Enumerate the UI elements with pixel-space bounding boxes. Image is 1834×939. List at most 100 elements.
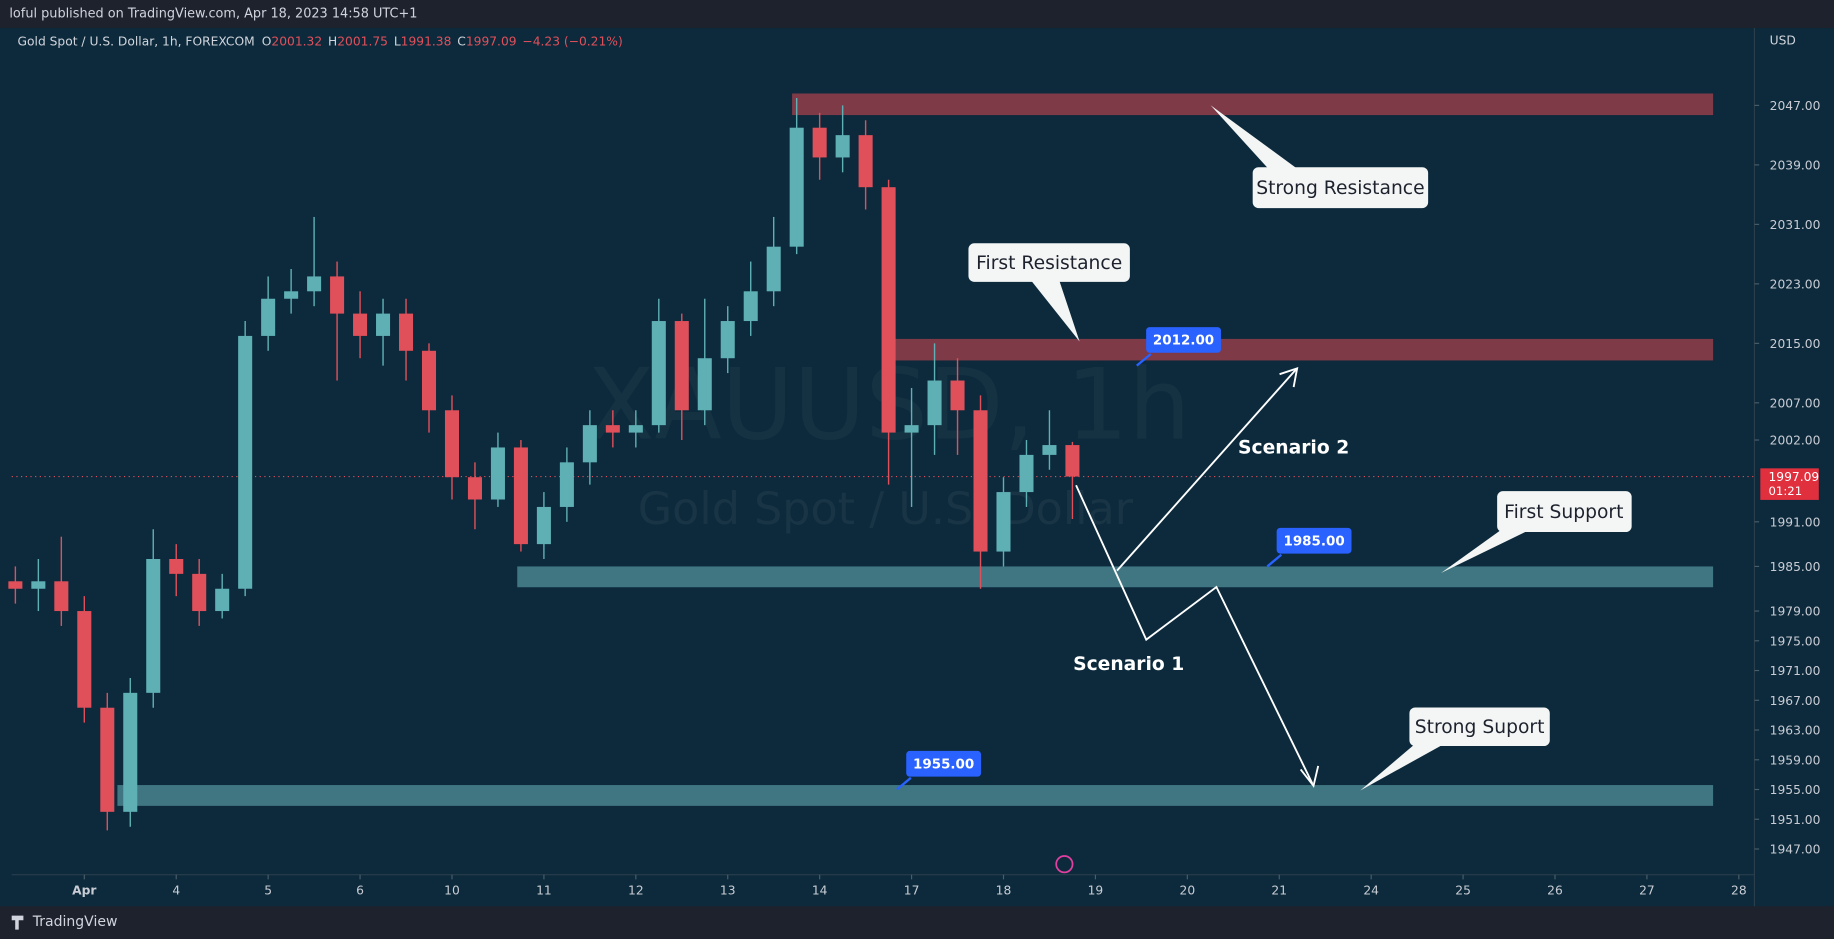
candle-body <box>8 581 23 589</box>
candle-body <box>376 313 391 336</box>
price-tag-text: 1955.00 <box>913 757 974 772</box>
candle-body <box>674 321 689 411</box>
candle-body <box>123 692 138 812</box>
candle-body <box>605 425 620 433</box>
callout-text: Strong Resistance <box>1256 178 1424 199</box>
ohlc-label: L <box>394 35 401 49</box>
ohlc-label: O <box>262 35 272 49</box>
y-tick-label: 2023.00 <box>1770 278 1821 292</box>
candle-body <box>100 707 115 812</box>
x-tick-label: 24 <box>1363 884 1379 898</box>
candle-body <box>628 425 643 433</box>
candle-body <box>261 298 276 336</box>
price-tag-leader <box>1136 353 1152 367</box>
y-tick-label: 1985.00 <box>1770 560 1821 574</box>
candle-body <box>697 358 712 411</box>
x-tick-label: 20 <box>1180 884 1196 898</box>
event-icon[interactable] <box>1055 855 1074 874</box>
candle-body <box>743 291 758 322</box>
x-tick-label: 4 <box>172 884 180 898</box>
x-tick-label: 6 <box>356 884 364 898</box>
price-tag-leader <box>1266 553 1283 568</box>
ohlc-value: 2001.32 <box>271 35 322 49</box>
candle-body <box>950 380 965 411</box>
arrow-head <box>1279 366 1299 388</box>
y-tick-label: 1955.00 <box>1770 783 1821 797</box>
candle-body <box>881 187 896 433</box>
candle-body <box>858 135 873 188</box>
candle-body <box>789 127 804 247</box>
y-tick-label: 2002.00 <box>1770 434 1821 448</box>
x-tick-label: 21 <box>1271 884 1287 898</box>
candle-body <box>927 380 942 426</box>
y-tick-label: 1975.00 <box>1770 634 1821 648</box>
x-tick-label: 10 <box>444 884 460 898</box>
ohlc-label: C <box>457 35 466 49</box>
candle-body <box>444 410 460 478</box>
candle-body <box>996 492 1011 552</box>
price-tag <box>1146 327 1221 353</box>
candle-body <box>146 558 161 693</box>
ohlc-value: 2001.75 <box>337 35 388 49</box>
y-tick-label: 1991.00 <box>1770 515 1821 529</box>
scenario-label: Scenario 1 <box>1073 654 1184 675</box>
zone <box>517 566 1714 588</box>
brand: TradingView <box>32 914 118 930</box>
candle-body <box>215 588 230 612</box>
last-price-box <box>1760 468 1819 500</box>
zone <box>792 93 1714 116</box>
y-tick-label: 1967.00 <box>1770 694 1821 708</box>
x-tick-label: 14 <box>812 884 828 898</box>
callout-text: First Resistance <box>976 253 1122 274</box>
watermark: Gold Spot / U.S. Dollar <box>638 484 1134 535</box>
y-tick-label: 2047.00 <box>1770 99 1821 113</box>
last-price-label: 1997.09 <box>1769 470 1820 484</box>
callout-text: First Support <box>1504 502 1623 523</box>
candle-body <box>192 573 207 612</box>
x-tick-label: 13 <box>720 884 736 898</box>
candle-body <box>1065 445 1080 477</box>
y-tick-label: 2031.00 <box>1770 218 1821 232</box>
candle-body <box>169 558 184 574</box>
callout-box <box>1409 707 1550 747</box>
top-bar <box>0 0 1834 29</box>
candle-body <box>1019 454 1034 493</box>
candle-body <box>973 410 988 552</box>
candle-body <box>1042 445 1057 455</box>
x-tick-label: Apr <box>72 884 97 898</box>
candle-body <box>513 447 528 545</box>
ohlc-label: H <box>328 35 337 49</box>
x-tick-label: 19 <box>1088 884 1104 898</box>
countdown: 01:21 <box>1769 484 1803 498</box>
candle-body <box>54 581 69 612</box>
candle-body <box>307 276 322 292</box>
callout: First Support <box>1441 491 1632 573</box>
callout: Strong Suport <box>1360 707 1550 791</box>
x-tick-label: 17 <box>904 884 920 898</box>
candle-body <box>353 313 368 336</box>
candle-body <box>238 335 253 589</box>
x-tick-label: 28 <box>1731 884 1747 898</box>
callout: First Resistance <box>968 243 1130 342</box>
callout-pointer <box>1441 528 1533 573</box>
y-tick-label: 1971.00 <box>1770 664 1821 678</box>
x-tick-label: 5 <box>264 884 272 898</box>
bottom-bar <box>0 906 1834 939</box>
legend-line: Gold Spot / U.S. Dollar, 1h, FOREXCOM O20… <box>18 35 623 49</box>
y-tick-label: 1951.00 <box>1770 813 1821 827</box>
callout-box <box>1252 167 1429 209</box>
callout-text: Strong Suport <box>1415 717 1545 738</box>
candle-body <box>536 506 551 545</box>
ohlc-value: 1997.09 <box>466 35 517 49</box>
price-tag-text: 2012.00 <box>1153 334 1214 349</box>
x-tick-label: 25 <box>1455 884 1471 898</box>
published: loful published on TradingView.com, Apr … <box>9 7 417 22</box>
candle-body <box>812 127 827 158</box>
plot <box>8 93 1755 831</box>
arrow-head <box>1299 765 1320 788</box>
x-tick-label: 12 <box>628 884 644 898</box>
candle-body <box>904 425 919 433</box>
currency: USD <box>1770 33 1796 47</box>
callout-box <box>1497 491 1632 533</box>
candle-body <box>766 246 781 292</box>
